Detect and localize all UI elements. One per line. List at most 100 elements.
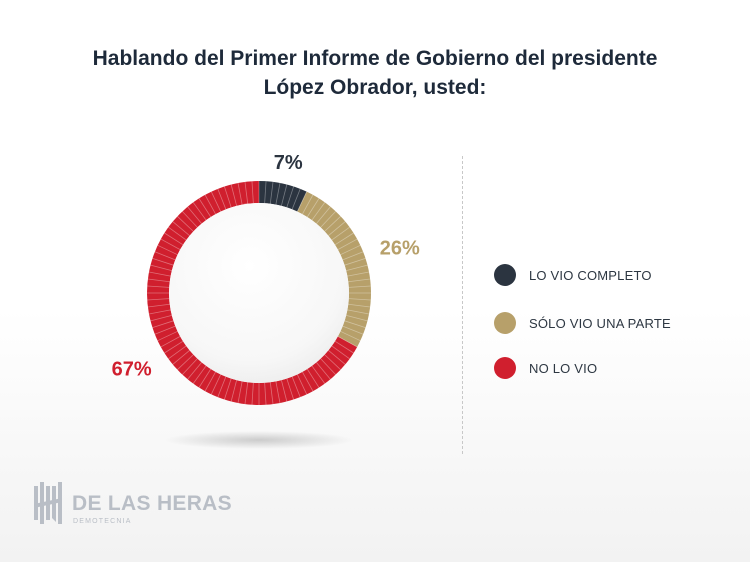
- ring-tick: [217, 376, 227, 398]
- ring-tick: [344, 320, 366, 328]
- ring-tick: [150, 264, 172, 272]
- ring-tick: [342, 251, 364, 261]
- ring-tick: [172, 350, 190, 365]
- ring-tick: [198, 368, 212, 388]
- ring-tick: [177, 216, 194, 232]
- ring-tick: [296, 191, 308, 212]
- ring-tick: [264, 181, 267, 204]
- ring-tick: [286, 378, 294, 400]
- ring-tick: [157, 244, 178, 256]
- ring-tick: [311, 365, 326, 384]
- ring-tick: [160, 336, 181, 348]
- data-label-lo-vio-completo: 7%: [274, 152, 303, 174]
- brand-logo-icon: [34, 482, 62, 524]
- ring-tick: [147, 278, 170, 283]
- chart-slices: [147, 181, 372, 405]
- ring-tick: [147, 298, 170, 301]
- data-label-solo-vio-una-parte: 26%: [380, 237, 420, 259]
- data-label-no-lo-vio: 67%: [112, 358, 152, 380]
- ring-tick: [280, 184, 288, 206]
- ring-tick: [342, 325, 364, 335]
- chart-title-line-1: Hablando del Primer Informe de Gobierno …: [92, 47, 658, 70]
- ring-tick: [160, 238, 181, 250]
- ring-tick: [320, 358, 336, 375]
- ring-tick: [320, 211, 336, 228]
- legend-swatch: [494, 264, 516, 286]
- ring-tick: [172, 221, 190, 236]
- ring-tick: [331, 226, 350, 241]
- ring-tick: [237, 381, 243, 404]
- ring-tick: [302, 194, 314, 215]
- brand-name: DE LAS HERAS: [72, 492, 232, 515]
- ring-tick: [210, 374, 222, 395]
- ring-tick: [147, 303, 170, 308]
- ring-tick: [334, 340, 354, 354]
- ring-tick: [152, 258, 174, 266]
- legend-label: SÓLO VIO UNA PARTE: [529, 315, 671, 331]
- ring-tick: [347, 271, 370, 277]
- ring-tick: [296, 374, 308, 395]
- ring-tick: [224, 186, 232, 208]
- chart-title: Hablando del Primer Informe de Gobierno …: [0, 44, 750, 102]
- ring-tick: [275, 182, 281, 205]
- ring-tick: [346, 314, 368, 322]
- ring-tick: [328, 350, 346, 365]
- legend-label: LO VIO COMPLETO: [529, 267, 652, 283]
- ring-tick: [204, 371, 216, 392]
- ring-tick: [348, 303, 371, 308]
- ring-tick: [280, 380, 288, 402]
- ring-tick: [348, 278, 371, 283]
- ring-tick: [346, 264, 368, 272]
- brand-subtitle: DEMOTECNIA: [73, 518, 132, 525]
- ring-tick: [204, 194, 216, 215]
- ring-tick: [264, 382, 267, 405]
- ring-tick: [348, 285, 371, 288]
- ring-tick: [187, 206, 202, 224]
- ring-tick: [168, 226, 187, 241]
- legend-label: NO LO VIO: [529, 360, 598, 376]
- legend-item-lo-vio-completo: LO VIO COMPLETO: [494, 263, 734, 287]
- ring-tick: [187, 362, 202, 380]
- ring-tick: [269, 382, 274, 405]
- ring-tick: [340, 244, 361, 256]
- ring-tick: [198, 198, 212, 218]
- ring-tick: [251, 382, 254, 405]
- ring-tick: [316, 362, 331, 380]
- ring-tick: [230, 380, 238, 402]
- ring-tick: [164, 232, 184, 246]
- ring-tick: [348, 298, 371, 301]
- ring-tick: [244, 181, 249, 204]
- ring-tick: [306, 368, 320, 388]
- ring-tick: [324, 216, 341, 232]
- ring-tick: [182, 211, 198, 228]
- ring-tick: [340, 330, 361, 342]
- ring-tick: [302, 371, 314, 392]
- legend-swatch: [494, 312, 516, 334]
- ring-tick: [164, 340, 184, 354]
- ring-tick: [337, 336, 358, 348]
- ring-tick: [147, 285, 170, 288]
- chart-title-line-2: López Obrador, usted:: [263, 76, 487, 99]
- ring-tick: [291, 188, 301, 210]
- legend-item-no-lo-vio: NO LO VIO: [494, 356, 734, 380]
- ring-tick: [347, 309, 370, 315]
- ring-tick: [224, 378, 232, 400]
- ring-tick: [210, 191, 222, 212]
- ring-tick: [154, 325, 176, 335]
- ring-tick: [311, 202, 326, 221]
- ring-tick: [152, 320, 174, 328]
- ring-tick: [331, 345, 350, 360]
- ring-tick: [148, 309, 171, 315]
- ring-tick: [192, 365, 207, 384]
- ring-tick: [291, 376, 301, 398]
- ring-tick: [286, 186, 294, 208]
- ring-tick: [148, 271, 171, 277]
- ring-tick: [168, 345, 187, 360]
- ring-tick: [177, 354, 194, 370]
- ring-tick: [306, 198, 320, 218]
- ring-tick: [251, 181, 254, 204]
- donut-inner-disc: [169, 203, 349, 383]
- ring-tick: [275, 381, 281, 404]
- legend-item-solo-vio-una-parte: SÓLO VIO UNA PARTE: [494, 311, 734, 335]
